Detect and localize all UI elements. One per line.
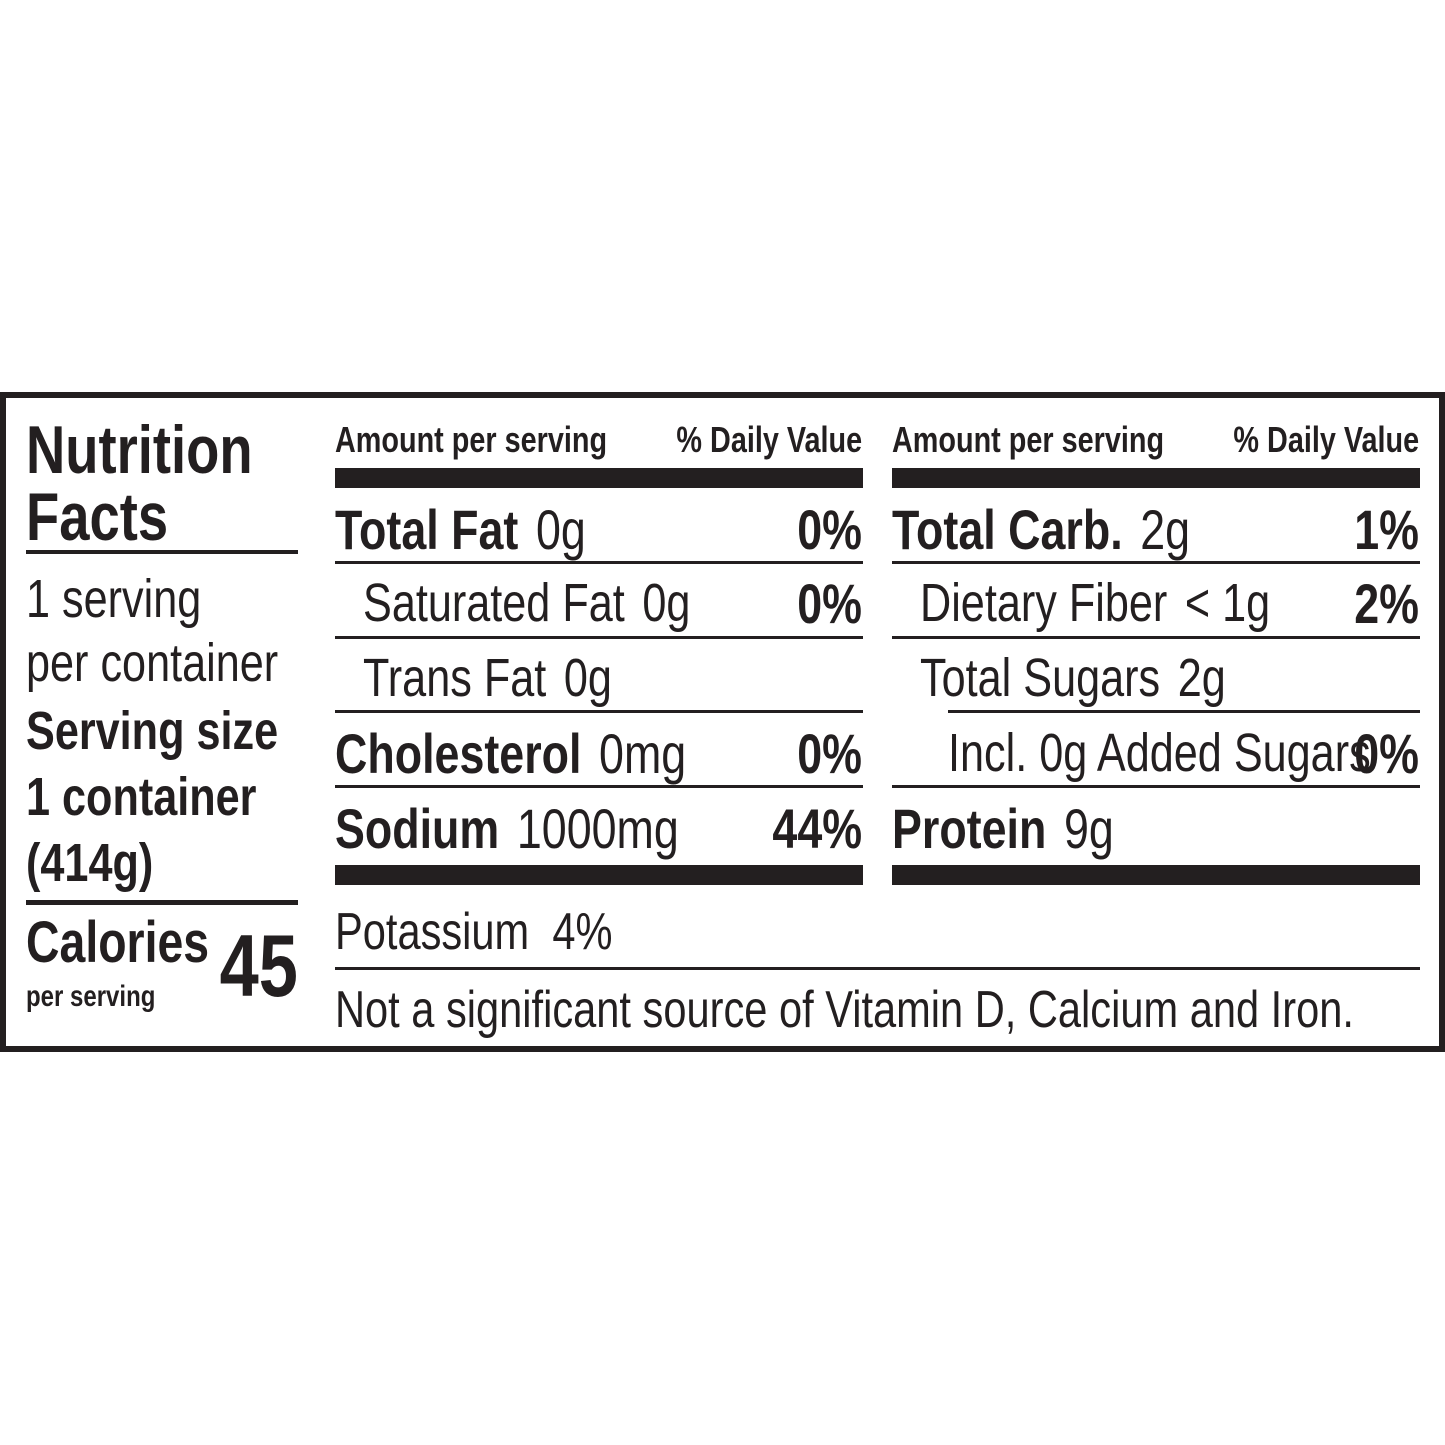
footnote: Not a significant source of Vitamin D, C…	[335, 981, 1354, 1039]
nutrient-amount: 1000mg	[516, 797, 679, 860]
title-nutrition: Nutrition	[26, 412, 253, 488]
divider	[892, 785, 1420, 788]
divider	[335, 561, 863, 564]
divider	[26, 900, 298, 905]
header-amount-right: Amount per serving	[892, 419, 1165, 460]
header-amount: Amount per serving	[335, 419, 608, 460]
potassium: Potassium 4%	[335, 903, 613, 961]
dv-saturated-fat: 0%	[797, 572, 862, 635]
dv-total-fat: 0%	[797, 498, 862, 561]
header-dv: % Daily Value	[676, 419, 862, 460]
row-cholesterol: Cholesterol 0mg	[335, 726, 686, 782]
row-total-carb: Total Carb. 2g	[892, 502, 1190, 558]
nutrient-amount: 0g	[563, 648, 612, 708]
divider	[335, 636, 863, 639]
nutrient-name: Cholesterol	[335, 722, 582, 785]
dv-added-sugars: 0%	[1354, 722, 1419, 785]
serving-size-value: 1 container	[26, 767, 257, 827]
thick-bar	[335, 468, 863, 488]
dv-sodium: 44%	[772, 797, 862, 860]
nutrient-name: Total Fat	[335, 498, 519, 561]
calories-sub: per serving	[26, 980, 156, 1013]
nutrient-name: Sodium	[335, 797, 500, 860]
nutrient-amount: < 1g	[1184, 573, 1271, 633]
thick-bar	[335, 865, 863, 885]
row-trans-fat: Trans Fat 0g	[363, 651, 612, 705]
nutrient-name: Total Carb.	[892, 498, 1123, 561]
row-added-sugars: Incl. 0g Added Sugars	[948, 723, 1371, 783]
divider	[335, 710, 863, 713]
divider	[26, 550, 298, 554]
divider	[948, 710, 1420, 713]
nutrient-amount: 0g	[535, 498, 586, 561]
divider	[892, 636, 1420, 639]
divider	[335, 785, 863, 788]
nutrient-name: Trans Fat	[363, 648, 547, 708]
divider	[892, 561, 1420, 564]
dv-total-carb: 1%	[1354, 498, 1419, 561]
nutrient-name: Total Sugars	[920, 648, 1161, 708]
row-total-fat: Total Fat 0g	[335, 502, 586, 558]
nutrient-name: Saturated Fat	[363, 573, 625, 633]
nutrient-amount: 9g	[1063, 797, 1114, 860]
header-dv-right: % Daily Value	[1233, 419, 1419, 460]
thick-bar	[892, 865, 1420, 885]
nutrient-amount: 0mg	[599, 722, 687, 785]
nutrient-amount: 2g	[1140, 498, 1191, 561]
row-dietary-fiber: Dietary Fiber < 1g	[920, 576, 1270, 630]
row-protein: Protein 9g	[892, 801, 1114, 857]
row-sodium: Sodium 1000mg	[335, 801, 679, 857]
dv-dietary-fiber: 2%	[1354, 572, 1419, 635]
row-total-sugars: Total Sugars 2g	[920, 651, 1226, 705]
nutrient-name: Dietary Fiber	[920, 573, 1168, 633]
title-facts: Facts	[26, 479, 169, 555]
calories-value: 45	[219, 916, 298, 1015]
row-saturated-fat: Saturated Fat 0g	[363, 576, 690, 630]
calories-label: Calories	[26, 910, 210, 975]
serving-size-label: Serving size	[26, 701, 279, 761]
nutrient-amount: 0g	[642, 573, 691, 633]
serving-size-grams: (414g)	[26, 833, 154, 893]
servings-per-container-2: per container	[26, 633, 279, 693]
nutrient-amount: 2g	[1177, 648, 1226, 708]
dv-cholesterol: 0%	[797, 722, 862, 785]
thick-bar	[892, 468, 1420, 488]
divider	[335, 967, 1420, 970]
nutrient-name: Protein	[892, 797, 1047, 860]
servings-per-container: 1 serving	[26, 569, 202, 629]
nutrition-facts-label	[0, 392, 1445, 1052]
